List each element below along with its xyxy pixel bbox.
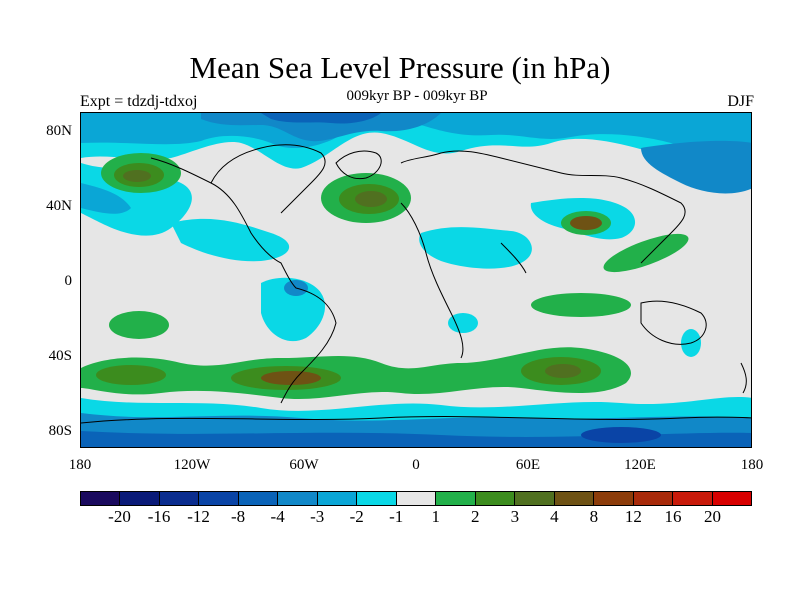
lat-label-0: 0 [64,273,73,289]
antarctic-blue [81,431,751,447]
coastlines [81,144,751,424]
lon-label-180w: 180 [68,457,92,473]
india-cyan [419,227,532,269]
colorbar-label: 16 [664,507,682,526]
lon-label-120e: 120E [624,457,656,473]
colorbar-label: -20 [108,507,131,526]
south-africa-cyan [448,313,478,333]
colorbar-cell [633,492,674,505]
colorbar-label: 8 [589,507,599,526]
arctic-anomaly-deep [261,113,381,124]
colorbar-label: -4 [270,507,285,526]
pressure-map [80,112,752,448]
colorbar-label: 20 [703,507,721,526]
colorbar-cell [120,492,160,505]
colorbar-cell [554,492,595,505]
south-america-high-center [261,371,321,385]
colorbar-cell [396,492,437,505]
lat-label-40s: 40S [48,348,72,364]
north-atlantic-high-center [355,191,387,207]
colorbar [80,491,752,506]
colorbar-cell [81,492,121,505]
season-label: DJF [727,93,754,110]
map-subtitle: 009kyr BP - 009kyr BP [346,88,488,104]
colorbar-cell [712,492,751,505]
subtropical-cyan [171,218,290,262]
colorbar-label: -1 [389,507,404,526]
colorbar-label: 4 [550,507,559,526]
colorbar-cell [594,492,634,505]
lat-label-80n: 80N [46,123,72,139]
south-pacific-high-core [96,365,166,385]
colorbar-cell [475,492,516,505]
colorbar-label: -8 [231,507,246,526]
lon-label-180e: 180 [740,457,764,473]
indian-ocean-high [531,293,631,317]
south-pacific-high [109,311,169,339]
colorbar-label: -12 [187,507,210,526]
colorbar-cell [199,492,239,505]
siberia-anomaly [641,140,751,194]
north-pacific-high-center [123,170,151,182]
east-asia-high [603,233,689,273]
map-title: Mean Sea Level Pressure (in hPa) [189,50,611,85]
tibet-high-core [570,216,602,230]
colorbar-cell [436,492,476,505]
indian-southern-high-center [545,364,581,378]
colorbar-cell [515,492,555,505]
south-america-cyan [261,277,326,342]
colorbar-label: 3 [510,507,520,526]
colorbar-cell [317,492,358,505]
colorbar-cell [673,492,713,505]
colorbar-label: -3 [310,507,325,526]
colorbar-cell [278,492,318,505]
experiment-label: Expt = tdzdj-tdxoj [80,93,198,110]
colorbar-cell [159,492,200,505]
colorbar-cell [238,492,279,505]
colorbar-label: 1 [431,507,441,526]
colorbar-cell [357,492,397,505]
lon-label-60w: 60W [289,457,319,473]
colorbar-label: -16 [147,507,171,526]
lon-label-60e: 60E [515,457,541,473]
lat-label-80s: 80S [48,423,72,439]
pacific-blue [81,183,131,214]
colorbar-label: 2 [471,507,480,526]
colorbar-label: -2 [349,507,364,526]
lat-label-40n: 40N [46,198,72,214]
colorbar-label: 12 [624,507,642,526]
lon-label-0: 0 [412,457,420,473]
arctic-anomaly-core [201,113,441,142]
southern-ocean-high-belt [81,347,631,400]
lon-label-120w: 120W [173,457,211,473]
map-svg [81,113,751,447]
antarctic-deep [581,427,661,443]
